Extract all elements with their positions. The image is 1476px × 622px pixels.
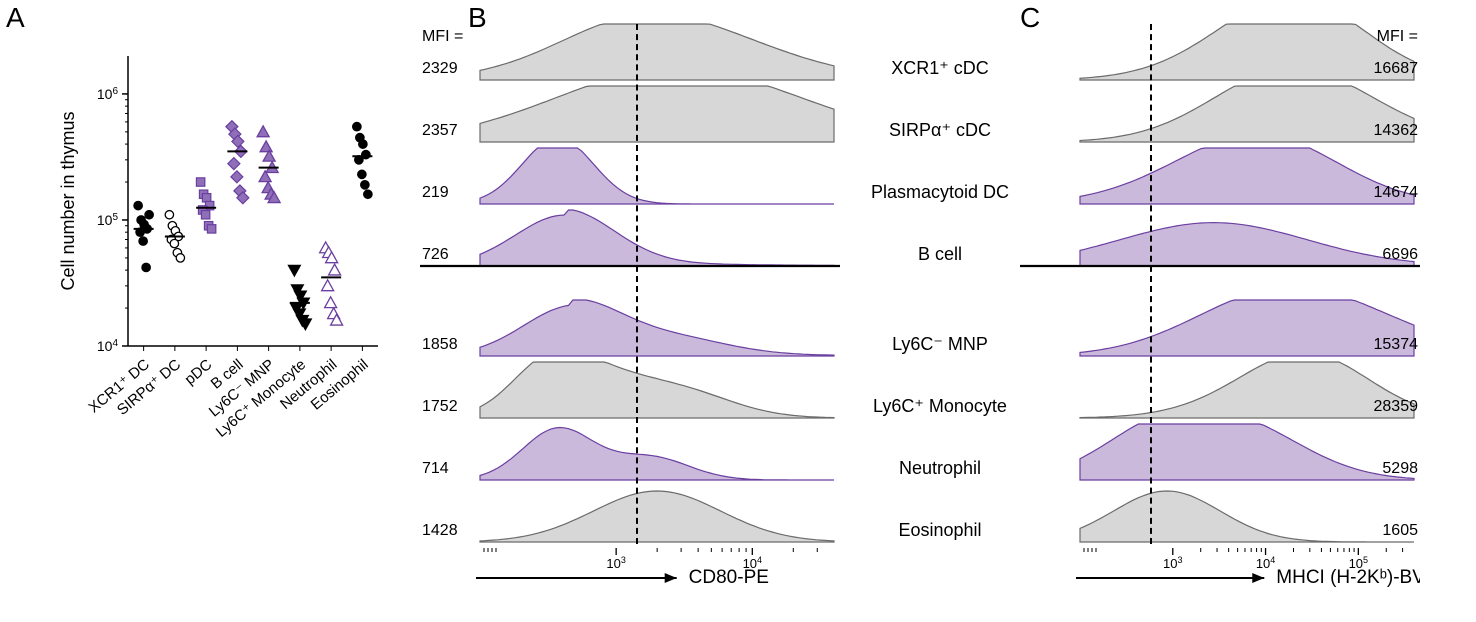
histogram-row: 1752 xyxy=(420,360,840,420)
svg-text:103: 103 xyxy=(606,555,625,571)
mfi-value: 726 xyxy=(422,246,449,264)
svg-text:104: 104 xyxy=(1256,555,1275,571)
mfi-value: 28359 xyxy=(1374,398,1419,416)
svg-text:Cell number in thymus: Cell number in thymus xyxy=(58,111,78,290)
panel-letter-a: A xyxy=(6,2,25,34)
histogram-row: 14362 xyxy=(1020,84,1420,144)
histogram-row: 1605 xyxy=(1020,484,1420,544)
mfi-value: 2357 xyxy=(422,122,458,140)
mfi-value: 1605 xyxy=(1382,522,1418,540)
histogram-row: 28359 xyxy=(1020,360,1420,420)
cell-type-label: Ly6C⁺ Monocyte xyxy=(850,396,1030,417)
svg-text:103: 103 xyxy=(1163,555,1182,571)
cell-type-label: B cell xyxy=(850,244,1030,265)
histogram-row: 1428 xyxy=(420,484,840,544)
mfi-value: 14674 xyxy=(1374,184,1419,202)
mfi-header: MFI = xyxy=(422,28,463,46)
histogram-row: 6696 xyxy=(1020,208,1420,268)
mfi-value: 1752 xyxy=(422,398,458,416)
histogram-row-labels: XCR1⁺ cDC SIRPα⁺ cDC Plasmacytoid DC B cell… xyxy=(850,22,1030,582)
mfi-value: 1858 xyxy=(422,336,458,354)
histogram-row: 15374 xyxy=(1020,298,1420,358)
svg-text:104: 104 xyxy=(97,338,119,355)
histogram-row: 2357 xyxy=(420,84,840,144)
cell-type-label: SIRPα⁺ cDC xyxy=(850,120,1030,141)
mfi-value: 14362 xyxy=(1374,122,1419,140)
histogram-row: 5298 xyxy=(1020,422,1420,482)
panel-c-histograms: 16687 14362 14674 6696 15374 28359 5298 1605 MFI… xyxy=(1020,22,1420,582)
svg-text:105: 105 xyxy=(97,211,119,228)
histogram-row: 1858 xyxy=(420,298,840,358)
histogram-row: 714 xyxy=(420,422,840,482)
mfi-value: 6696 xyxy=(1382,246,1418,264)
cell-type-label: Plasmacytoid DC xyxy=(850,182,1030,203)
histogram-row: 2329 xyxy=(420,22,840,82)
histogram-row: 14674 xyxy=(1020,146,1420,206)
mfi-value: 16687 xyxy=(1374,60,1419,78)
mfi-value: 5298 xyxy=(1382,460,1418,478)
svg-text:106: 106 xyxy=(97,85,119,102)
svg-text:MHCI (H-2Kᵇ)-BV421: MHCI (H-2Kᵇ)-BV421 xyxy=(1276,567,1420,588)
panel-a-scatter: 104105106Cell number in thymusXCR1⁺ DCSI… xyxy=(58,36,388,536)
histogram-row: 16687 xyxy=(1020,22,1420,82)
threshold-line xyxy=(1150,24,1152,544)
histogram-row: 726 xyxy=(420,208,840,268)
cell-type-label: Ly6C⁻ MNP xyxy=(850,334,1030,355)
cell-type-label: Neutrophil xyxy=(850,458,1030,479)
svg-text:CD80-PE: CD80-PE xyxy=(689,567,769,588)
mfi-value: 2329 xyxy=(422,60,458,78)
threshold-line xyxy=(636,24,638,544)
cell-type-label: XCR1⁺ cDC xyxy=(850,58,1030,79)
mfi-value: 1428 xyxy=(422,522,458,540)
panel-b-histograms: 23292357219726185817527141428MFI =103104… xyxy=(420,22,840,582)
mfi-value: 15374 xyxy=(1374,336,1419,354)
histogram-row: 219 xyxy=(420,146,840,206)
mfi-header: MFI = xyxy=(1377,28,1418,46)
mfi-value: 714 xyxy=(422,460,449,478)
cell-type-label: Eosinophil xyxy=(850,520,1030,541)
figure-root: A B C 104105106Cell number in thymusXCR1… xyxy=(0,0,1476,622)
mfi-value: 219 xyxy=(422,184,449,202)
